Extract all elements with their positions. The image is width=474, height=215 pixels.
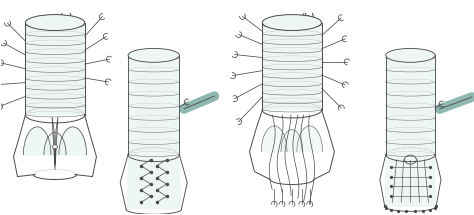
Ellipse shape xyxy=(262,15,321,31)
Polygon shape xyxy=(281,130,303,152)
Ellipse shape xyxy=(262,15,321,31)
Polygon shape xyxy=(44,132,66,155)
Ellipse shape xyxy=(386,48,435,62)
Polygon shape xyxy=(128,55,179,155)
Polygon shape xyxy=(261,126,287,152)
Polygon shape xyxy=(297,126,322,152)
Ellipse shape xyxy=(26,15,85,31)
Ellipse shape xyxy=(128,48,179,62)
Text: (b): (b) xyxy=(299,13,315,23)
Polygon shape xyxy=(386,55,435,155)
Ellipse shape xyxy=(53,145,57,149)
Polygon shape xyxy=(52,117,58,170)
Ellipse shape xyxy=(386,48,435,62)
Polygon shape xyxy=(26,23,85,115)
Ellipse shape xyxy=(128,48,179,62)
Polygon shape xyxy=(385,155,436,206)
Polygon shape xyxy=(262,23,321,110)
Ellipse shape xyxy=(26,15,85,31)
Text: (a): (a) xyxy=(57,13,73,23)
Polygon shape xyxy=(126,155,182,209)
Polygon shape xyxy=(59,127,87,155)
Polygon shape xyxy=(23,127,51,155)
